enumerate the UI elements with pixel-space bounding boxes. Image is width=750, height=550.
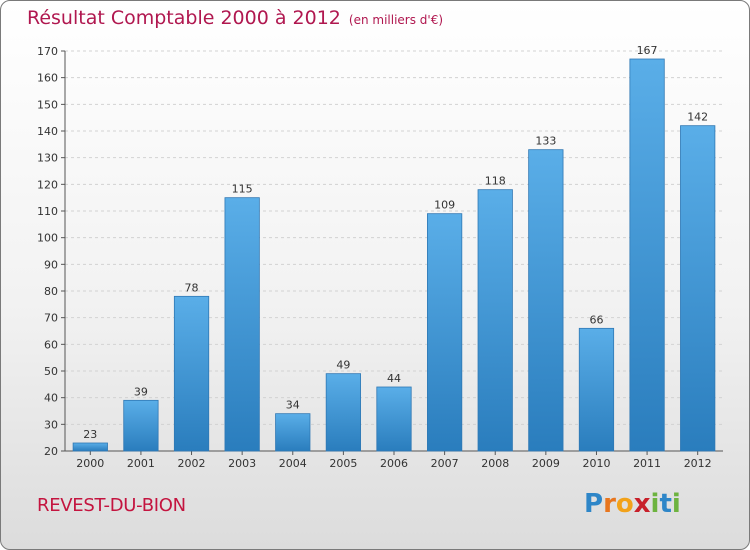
x-tick-label: 2000 — [76, 457, 104, 470]
logo-letter: o — [615, 489, 634, 519]
logo-letter: i — [671, 489, 681, 519]
bar-2003 — [224, 197, 260, 452]
x-tick-label: 2007 — [431, 457, 459, 470]
logo-letter: i — [650, 489, 660, 519]
x-tick-label: 2003 — [228, 457, 256, 470]
y-tick-label: 40 — [44, 392, 58, 405]
y-tick-label: 130 — [37, 152, 58, 165]
bar-2010 — [578, 327, 615, 452]
chart-title: Résultat Comptable 2000 à 2012 (en millie… — [27, 7, 443, 29]
value-label: 118 — [485, 175, 506, 188]
y-tick-label: 120 — [37, 178, 58, 191]
y-tick-label: 70 — [44, 312, 58, 325]
y-tick-label: 170 — [37, 45, 58, 58]
logo-letter: x — [633, 489, 651, 519]
x-tick-label: 2009 — [532, 457, 560, 470]
y-tick-label: 80 — [44, 285, 58, 298]
bar-2006 — [376, 386, 412, 452]
y-tick-label: 50 — [44, 365, 58, 378]
x-tick-label: 2004 — [279, 457, 307, 470]
value-labels: 23 39 78 115 34 49 44 109 118 133 66 167 142 — [83, 44, 708, 441]
value-label: 115 — [232, 183, 253, 196]
y-tick-label: 60 — [44, 338, 58, 351]
value-label: 133 — [535, 135, 556, 148]
value-label: 142 — [687, 111, 708, 124]
y-tick-label: 150 — [37, 98, 58, 111]
value-label: 78 — [185, 281, 199, 294]
x-tick-label: 2006 — [380, 457, 408, 470]
bars — [72, 58, 716, 452]
bar-2000 — [72, 442, 108, 452]
bar-2012 — [680, 125, 716, 452]
chart-subtitle: (en milliers d'€) — [348, 13, 444, 27]
x-tick-label: 2011 — [633, 457, 661, 470]
y-tick-label: 140 — [37, 125, 58, 138]
y-tick-label: 100 — [37, 232, 58, 245]
bar-2008 — [477, 189, 513, 452]
proxiti-logo: Proxiti — [584, 489, 681, 519]
bar-2007 — [427, 213, 463, 452]
value-label: 23 — [83, 428, 97, 441]
commune-name: REVEST-DU-BION — [37, 495, 186, 516]
chart-title-text: Résultat Comptable 2000 à 2012 — [27, 7, 341, 29]
axes: 20 30 40 50 60 70 80 90 100 110 120 130 140 150 160 170… — [37, 45, 723, 470]
y-tick-label: 90 — [44, 258, 58, 271]
value-label: 49 — [336, 359, 350, 372]
value-label: 39 — [134, 385, 148, 398]
value-label: 34 — [286, 399, 300, 412]
logo-letter: P — [584, 489, 604, 519]
bar-2002 — [173, 295, 210, 452]
logo-letter: r — [603, 489, 616, 519]
bar-2005 — [325, 373, 361, 452]
x-tick-label: 2005 — [329, 457, 357, 470]
bar-2001 — [123, 399, 159, 452]
bar-2011 — [629, 58, 665, 452]
value-label: 109 — [434, 199, 455, 212]
y-tick-label: 160 — [37, 72, 58, 85]
x-tick-label: 2010 — [582, 457, 610, 470]
y-tick-label: 20 — [44, 445, 58, 458]
x-tick-label: 2002 — [178, 457, 206, 470]
value-label: 167 — [637, 44, 658, 57]
value-label: 44 — [387, 372, 401, 385]
x-tick-label: 2001 — [127, 457, 155, 470]
logo-letter: t — [659, 489, 672, 519]
bar-2004 — [275, 413, 311, 452]
y-tick-label: 110 — [37, 205, 58, 218]
x-tick-label: 2008 — [481, 457, 509, 470]
bar-2009 — [528, 149, 564, 452]
x-tick-label: 2012 — [684, 457, 712, 470]
value-label: 66 — [589, 313, 603, 326]
y-tick-label: 30 — [44, 418, 58, 431]
